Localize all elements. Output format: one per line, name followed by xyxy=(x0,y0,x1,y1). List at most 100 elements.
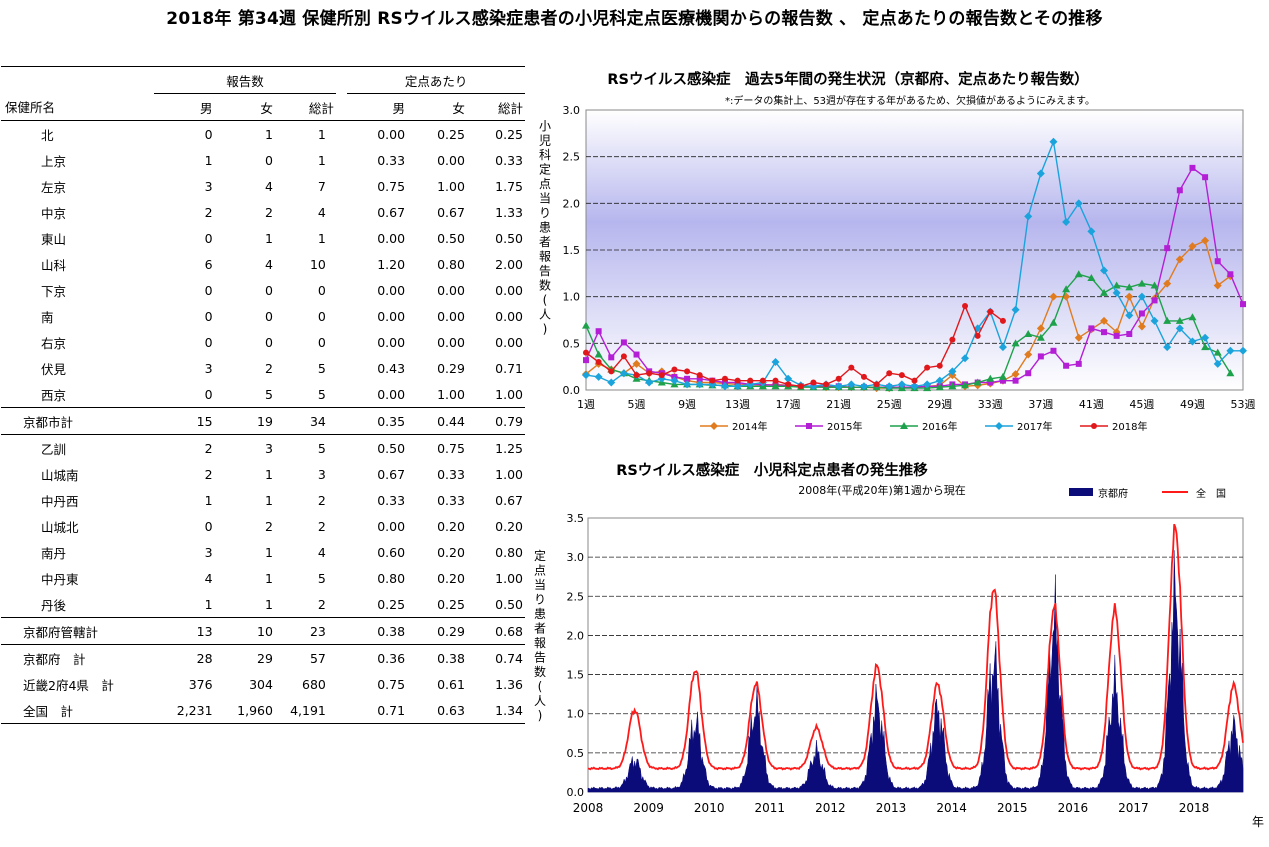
table-header-blank xyxy=(1,66,155,94)
row-male: 0 xyxy=(204,230,213,246)
row-total: 7 xyxy=(317,178,326,194)
chart1-data-point xyxy=(948,382,957,390)
table-row: 丹後 1 1 2 0.25 0.25 0.50 xyxy=(1,591,525,618)
chart1-data-point xyxy=(1163,279,1172,288)
chart1-x-tick-label: 5週 xyxy=(628,398,646,411)
row-male: 0 xyxy=(204,126,213,142)
row-male: 0 xyxy=(204,386,213,402)
chart1-data-point xyxy=(696,372,703,379)
row-total: 3 xyxy=(317,466,326,482)
row-female: 1,960 xyxy=(214,697,275,724)
chart1-x-tick-label: 13週 xyxy=(725,398,750,411)
chart2-x-tick-label: 2015 xyxy=(997,801,1028,815)
row-per-male: 0.00 xyxy=(377,230,406,246)
row-per-total: 1.34 xyxy=(466,697,525,724)
row-per-female: 0.33 xyxy=(437,492,465,508)
table-row: 北 0 1 1 0.00 0.25 0.25 xyxy=(1,121,525,148)
chart1-y-tick-label: 2.5 xyxy=(563,151,581,164)
row-male: 1 xyxy=(204,596,213,612)
chart1-data-point xyxy=(1189,164,1196,171)
table-row: 左京 3 4 7 0.75 1.00 1.75 xyxy=(1,173,525,199)
row-female: 0 xyxy=(264,282,273,298)
row-per-male: 0.25 xyxy=(377,596,406,612)
chart1-legend-marker xyxy=(710,422,718,430)
row-female: 10 xyxy=(214,617,275,645)
row-female: 29 xyxy=(214,644,275,671)
chart1-data-point xyxy=(1137,292,1146,301)
row-male: 0 xyxy=(204,308,213,324)
row-male: 376 xyxy=(188,676,213,692)
chart2-x-tick-label: 2013 xyxy=(876,801,907,815)
chart1-data-point xyxy=(1213,348,1222,356)
chart1-data-point xyxy=(646,370,653,377)
chart1-data-point xyxy=(1112,281,1121,289)
row-total: 1 xyxy=(317,126,326,142)
chart1-data-point xyxy=(1113,332,1120,339)
chart1-data-point xyxy=(923,380,932,389)
table-row: 山城南 2 1 3 0.67 0.33 1.00 xyxy=(1,461,525,487)
row-per-total: 1.36 xyxy=(495,676,523,692)
chart1-subtitle: *:データの集計上、53週が存在する年があるため、欠損値があるようにみえます。 xyxy=(725,94,1095,107)
row-male: 3 xyxy=(204,178,213,194)
chart1-data-point xyxy=(935,383,944,391)
trend-since-2008-chart: RSウイルス感染症 小児科定点患者の発生推移 2008年(平成20年)第1週から現… xyxy=(534,461,1264,828)
row-female: 1 xyxy=(264,126,273,142)
row-per-male: 0.75 xyxy=(377,676,406,692)
row-male: 2,231 xyxy=(154,697,215,724)
chart1-data-point xyxy=(1188,313,1197,321)
chart1-data-point xyxy=(1214,258,1221,265)
chart1-legend-marker xyxy=(1091,423,1097,429)
table-row: 山城北 0 2 2 0.00 0.20 0.20 xyxy=(1,513,525,539)
row-male: 3 xyxy=(204,360,213,376)
row-male: 1 xyxy=(204,152,213,168)
chart1-y-tick-label: 2.0 xyxy=(563,197,581,210)
chart1-data-point xyxy=(1100,288,1109,296)
chart1-data-point xyxy=(620,339,627,346)
row-per-male: 0.00 xyxy=(377,334,406,350)
chart1-data-point xyxy=(1024,212,1033,221)
row-per-total: 0.68 xyxy=(466,617,525,645)
row-name: 京都府 計 xyxy=(1,644,155,671)
row-total: 10 xyxy=(309,256,326,272)
row-per-total: 1.00 xyxy=(495,570,523,586)
table-group-header-row: 報告数 定点あたり xyxy=(1,66,525,94)
chart1-data-point xyxy=(1036,333,1045,341)
chart1-data-point xyxy=(1063,362,1070,369)
chart1-data-point xyxy=(999,377,1006,384)
row-per-total: 0.50 xyxy=(495,596,523,612)
row-per-female: 0.50 xyxy=(437,230,465,246)
chart1-data-point xyxy=(910,382,919,391)
row-female: 0 xyxy=(264,152,273,168)
chart1-data-point xyxy=(759,377,766,384)
chart2-y-axis-label-char: 点 xyxy=(534,564,546,578)
chart1-data-point xyxy=(1201,333,1210,342)
row-total: 4,191 xyxy=(274,697,336,724)
row-name: 中丹西 xyxy=(41,493,79,509)
chart2-x-axis-label: 年 xyxy=(1252,815,1264,828)
row-total: 34 xyxy=(274,407,336,435)
chart1-y-tick-label: 0.5 xyxy=(563,337,581,350)
col-header-per-total: 総計 xyxy=(466,93,525,121)
row-per-total: 0.00 xyxy=(495,334,523,350)
chart2-y-axis-label-char: 当 xyxy=(534,578,546,592)
chart1-data-point xyxy=(595,328,602,335)
row-per-total: 2.00 xyxy=(495,256,523,272)
chart1-data-point xyxy=(962,303,969,309)
chart1-data-point xyxy=(620,353,627,360)
chart2-x-tick-label: 2011 xyxy=(755,801,786,815)
chart1-data-point xyxy=(1164,245,1171,252)
chart1-data-point xyxy=(1163,316,1172,324)
row-male: 15 xyxy=(154,407,215,435)
row-per-male: 0.00 xyxy=(377,282,406,298)
chart1-y-tick-label: 0.0 xyxy=(563,384,581,397)
chart1-data-point xyxy=(608,354,615,361)
chart1-data-point xyxy=(797,383,804,390)
row-female: 2 xyxy=(264,204,273,220)
chart1-data-point xyxy=(1012,377,1019,384)
row-name: 丹後 xyxy=(41,597,67,613)
row-male: 0 xyxy=(204,282,213,298)
chart2-y-tick-label: 0.0 xyxy=(567,786,585,799)
chart1-data-point xyxy=(898,372,905,379)
chart2-x-tick-label: 2017 xyxy=(1118,801,1149,815)
chart1-data-point xyxy=(1025,370,1032,377)
